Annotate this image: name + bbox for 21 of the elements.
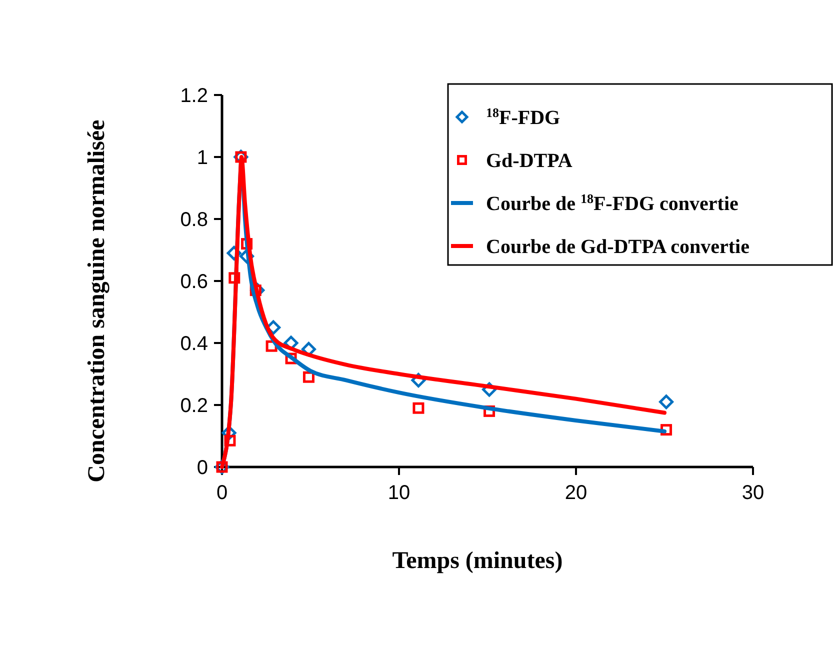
y-tick-label: 0.6: [180, 271, 208, 293]
y-axis-title: Concentration sanguine normalisée: [84, 119, 110, 482]
point: [659, 394, 674, 410]
point: [412, 402, 424, 414]
legend-label: Courbe de $^{18}$F-FDG convertie: [486, 190, 739, 215]
y-tick-label: 1: [196, 147, 208, 169]
legend-label: $^{18}$F-FDG: [486, 104, 561, 129]
point: [228, 272, 240, 284]
x-axis-title: Temps (minutes): [392, 548, 563, 574]
legend-label: Gd-DTPA: [486, 150, 573, 172]
y-tick-label: 0.8: [180, 209, 208, 231]
x-tick-label: 0: [216, 482, 228, 504]
y-tick-label: 0: [196, 457, 208, 479]
y-tick-label: 0.4: [180, 333, 208, 355]
legend-label: Courbe de Gd-DTPA convertie: [486, 236, 750, 258]
point: [224, 434, 236, 446]
x-tick-label: 20: [564, 482, 588, 504]
y-tick-label: 0.2: [180, 395, 208, 417]
x-tick-label: 30: [742, 482, 764, 504]
y-tick-label: 1.2: [180, 85, 208, 107]
x-tick-label: 10: [388, 482, 410, 504]
